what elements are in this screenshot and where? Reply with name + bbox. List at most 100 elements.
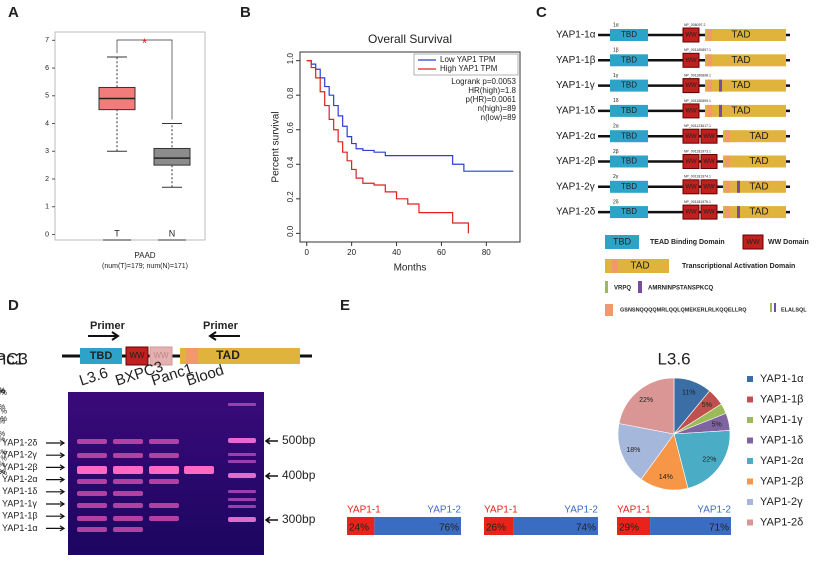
y-tick-label: 1 [45,204,49,211]
pie-title: BXPC3 [0,349,28,368]
band-label: YAP1-1γ [2,498,37,508]
legend-tick [770,303,772,312]
legend-label: Low YAP1 TPM [440,55,496,64]
legend-tick [774,303,776,312]
slice-label: 48% [0,449,7,456]
ww-domain [682,27,700,43]
gel-band [113,479,143,484]
legend-swatch [747,499,753,505]
isoform-name: YAP1-1β [556,55,596,66]
legend-text: Transcriptional Activation Domain [682,263,795,270]
slice-label: 14% [659,474,673,481]
ladder-band [228,460,256,463]
pie-title: Panc1 [0,349,24,368]
isoform-short: 1δ [613,98,619,104]
slice-label: 22% [639,397,653,404]
legend-label: YAP1-2α [760,455,804,467]
ww-domain [682,52,700,68]
ww-label: WW [703,134,715,140]
legend-gsns [605,304,613,316]
ww-domain [125,346,149,366]
tad-purple [737,206,740,219]
legend-box [413,53,519,76]
legend-swatch [747,437,753,444]
y-tick-label: 0.2 [286,191,295,203]
gel-band [77,466,107,474]
gel-band [77,479,107,484]
isoform-name: YAP1-2δ [556,207,596,218]
ladder-band [228,498,256,501]
ww-label: WW [703,159,715,165]
marker-label: 500bp [282,433,316,447]
legend-tad-text: TAD [630,261,649,272]
gel-band [113,527,143,532]
ww-domain [700,179,718,195]
legend-tbd-text: TBD [613,236,632,246]
tbd-label: TBD [621,131,637,140]
legend-label: YAP1-1β [760,393,803,405]
legend-swatch [747,519,753,526]
primer-arrow [88,331,120,341]
ww-label: WW [685,83,697,89]
tad-domain [180,348,300,364]
legend-label: High YAP1 TPM [440,64,498,73]
gel-band [77,527,107,532]
tbd-domain [610,79,648,92]
tad-domain [723,130,786,143]
marker-arrow [264,516,278,524]
isoform-short: 2γ [613,174,619,180]
legend-text: GSNSNQQQQMRLQQLQMEKERLRLKQQELLRQ [620,307,747,313]
panel-label: E [340,297,350,314]
gel-band [184,466,214,474]
y-tick-label: 6 [45,65,49,72]
ww-label: WW [685,184,697,190]
accession: NP_001180899.1 [684,99,711,103]
tad-insert [707,54,712,67]
isoform-short: 1α [613,22,619,28]
gel-band [113,491,143,496]
legend-vrpq [605,281,608,293]
panel-label: C [536,4,547,21]
gel-band [149,453,179,458]
gel-band [113,439,143,444]
isoform-name: YAP1-1α [556,30,596,41]
tbd-label: TBD [621,55,637,64]
ww-label: WW [685,210,697,216]
gel-band [77,491,107,496]
ww-domain [682,78,700,94]
legend-label: YAP1-2γ [760,496,803,508]
pie-slice [617,423,675,480]
tad-label: TAD [749,207,768,218]
ratio-bar [513,517,598,535]
ladder-band [228,505,256,508]
x-tick-label: 80 [482,248,491,257]
ratio-category: YAP1-1 [347,505,381,516]
pie-slice [618,377,675,435]
ww-domain [682,204,700,220]
ratio-bar [617,517,651,535]
tad-insert [725,130,730,143]
accession: NP_001180897.1 [684,48,711,52]
stat-annotation: n(low)=89 [481,113,517,122]
marker-label: 300bp [282,512,316,526]
tad-label: TAD [749,181,768,192]
slice-label: 22% [702,457,716,464]
ratio-label: 29% [619,523,639,534]
tad-label: TAD [731,55,750,66]
legend-swatch [747,478,753,485]
slice-label: 18% [626,447,640,454]
isoform-short: 1β [613,48,619,54]
marker-label: 400bp [282,468,316,482]
pie-title: L3.6 [657,349,690,368]
ww-domain [682,128,700,144]
ww-domain [682,154,700,169]
legend-tad [605,259,669,273]
slice-label: 5% [712,421,722,428]
ww-domain-faded [149,346,173,366]
slice-label: 2% [0,431,5,438]
legend-label: YAP1-1γ [760,414,803,426]
legend-swatch [747,417,753,423]
ladder-band [228,453,256,456]
gel-band [113,516,143,521]
isoform-short: 2α [613,124,619,130]
